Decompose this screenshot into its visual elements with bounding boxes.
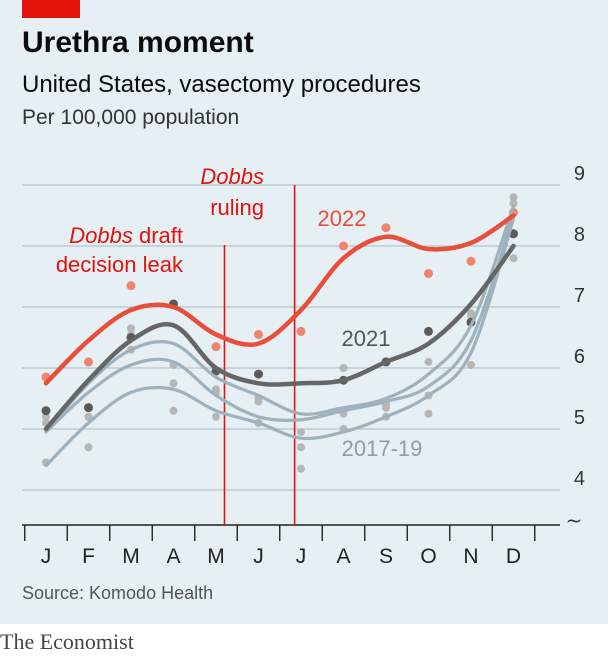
data-point-2022 [126,281,136,291]
series-label-2022: 2022 [318,206,367,231]
annotation-label-ruling-line2: ruling [210,195,264,220]
x-tick-label: M [207,545,225,568]
series-line-2017-19 [44,204,516,434]
axis-break-mark: ~ [566,509,583,533]
x-tick-label: J [253,545,264,568]
data-point-2017-19 [297,464,305,473]
brand-tag [22,0,80,18]
y-tick-label: 6 [574,346,585,368]
data-point-2022 [424,268,433,278]
data-point-2021 [41,406,51,416]
chart-subtitle: United States, vasectomy procedures [22,71,421,98]
brand-footer: The Economist [0,629,134,654]
x-tick-label: F [82,545,95,568]
data-point-2017-19 [424,357,433,366]
line-chart: 4 5 6 7 8 9 ~ J F M A M J J A S O N D 2022 2021 2017-19 Dobbs … [22,163,585,568]
data-point-2017-19 [467,360,475,369]
data-point-2022 [466,256,476,266]
data-point-2017-19 [42,412,50,421]
data-point-2017-19 [127,324,135,333]
data-point-2017-19 [297,443,305,452]
data-point-2022 [339,241,348,251]
data-point-2017-19 [509,199,518,208]
y-tick-label: 5 [574,407,585,429]
data-point-2022 [84,357,93,367]
x-tick-label: M [122,545,140,568]
x-tick-label: J [41,545,52,568]
source-note: Source: Komodo Health [22,583,214,603]
x-tick-label: N [463,545,478,568]
data-point-2017-19 [382,403,390,412]
annotation-label-draft-line2: decision leak [56,252,184,277]
data-point-2017-19 [297,428,305,437]
data-point-2017-19 [212,412,220,421]
data-point-2017-19 [509,254,518,263]
chart-panel [0,0,608,624]
data-point-2017-19 [509,193,518,202]
y-tick-label: 4 [574,468,585,490]
x-tick-label: A [336,545,350,568]
data-point-2017-19 [169,406,178,415]
x-tick-label: A [166,545,180,568]
data-point-2017-19 [339,364,348,372]
series-line-2017-19 [44,213,516,434]
data-point-2022 [254,329,263,339]
data-point-2017-19 [84,443,93,452]
data-point-2017-19 [84,412,93,421]
x-tick-label: J [296,545,307,568]
data-point-2017-19 [424,409,433,418]
y-tick-label: 7 [574,285,585,307]
y-tick-label: 9 [574,163,585,185]
data-point-2022 [296,326,306,336]
x-tick-label: S [379,545,393,568]
x-tick-label: O [420,545,436,568]
x-tick-label: D [506,545,521,568]
data-point-2017-19 [169,379,178,388]
annotation-label-draft: Dobbs draft [69,223,183,248]
data-point-2017-19 [467,309,475,318]
series-line-2022 [43,213,516,386]
data-point-2022 [211,342,221,352]
data-point-2022 [381,223,391,233]
annotation-label-ruling: Dobbs [200,164,264,189]
series-line-2021 [43,243,516,432]
data-point-2021 [424,326,433,336]
series-label-2017-19: 2017-19 [342,436,423,461]
series-label-2021: 2021 [342,326,391,351]
data-point-2021 [254,369,263,379]
series-line-2017-19 [44,217,516,468]
chart-units: Per 100,000 population [22,106,240,129]
y-tick-label: 8 [574,224,585,246]
data-point-2021 [84,403,93,413]
page-title: Urethra moment [22,26,254,59]
